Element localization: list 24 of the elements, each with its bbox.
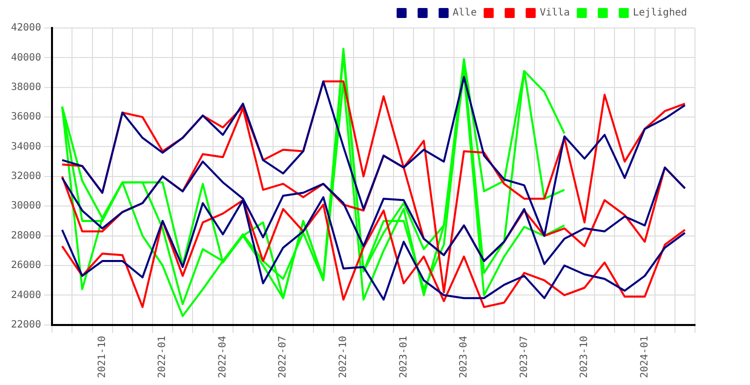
x-tick-label: 2024-01 <box>639 336 650 378</box>
x-tick-label: 2022-01 <box>157 336 168 378</box>
y-tick-label: 42000 <box>10 22 42 34</box>
y-tick-label: 34000 <box>10 141 42 152</box>
y-tick-label: 40000 <box>10 52 42 64</box>
x-tick-label: 2022-10 <box>338 336 350 378</box>
legend-label: Lejlighed <box>632 8 688 19</box>
x-tick-label: 2023-04 <box>458 336 470 378</box>
x-tick-label: 2022-04 <box>217 336 228 378</box>
y-tick-label: 22000 <box>10 319 42 330</box>
legend-label: Villa <box>540 8 570 19</box>
y-tick-label: 28000 <box>10 230 42 242</box>
x-tick-label: 2023-07 <box>518 336 530 378</box>
x-tick-label: 2023-10 <box>579 336 590 378</box>
legend-label: Alle <box>452 8 477 19</box>
y-tick-label: 36000 <box>10 112 42 123</box>
y-tick-label: 32000 <box>10 171 42 182</box>
x-tick-label: 2021-10 <box>96 336 108 378</box>
x-tick-label: 2023-01 <box>398 336 410 378</box>
y-tick-label: 30000 <box>10 200 42 212</box>
y-tick-label: 38000 <box>10 82 42 93</box>
x-tick-label: 2022-07 <box>278 336 289 378</box>
y-tick-label: 24000 <box>10 290 42 301</box>
y-tick-label: 26000 <box>10 260 42 272</box>
